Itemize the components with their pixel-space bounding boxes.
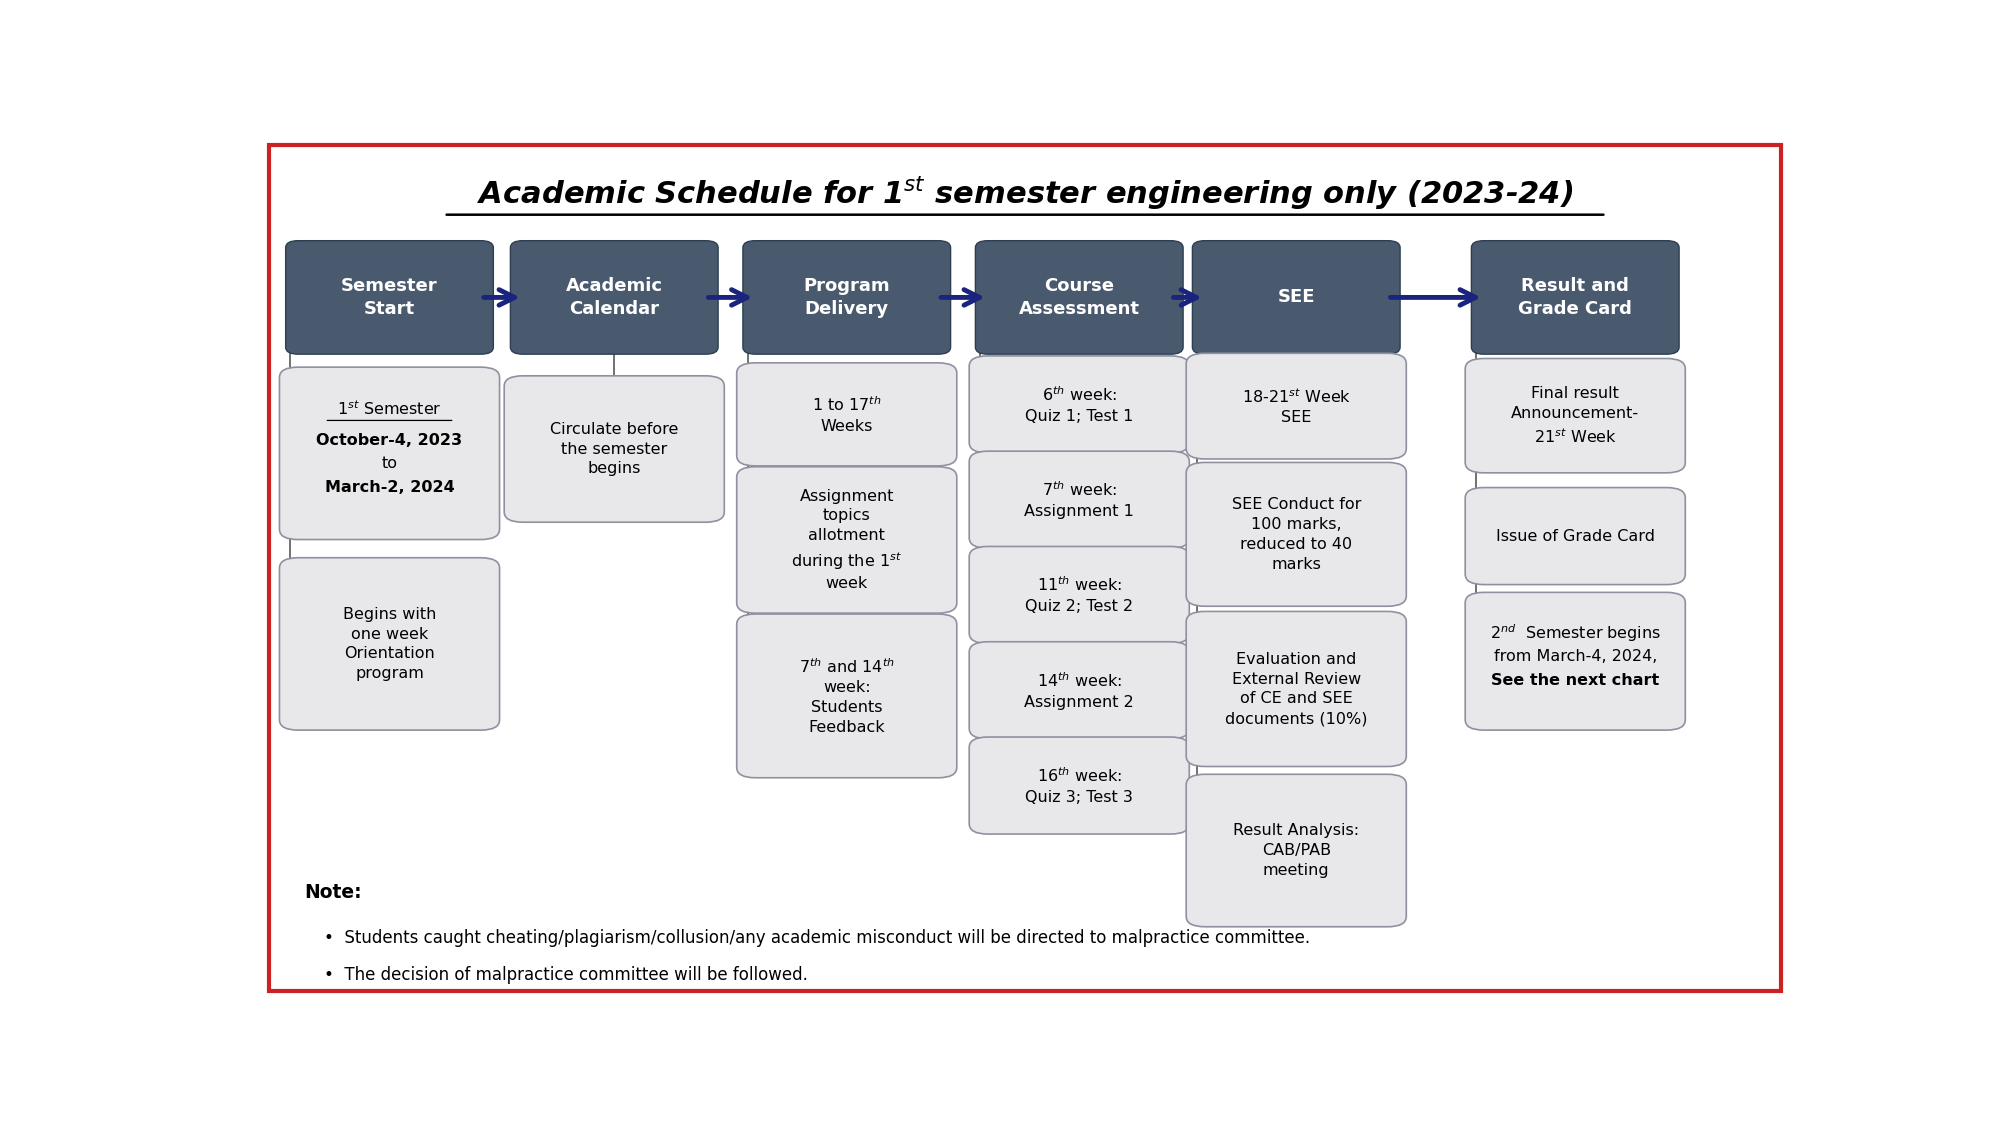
Text: SEE Conduct for
100 marks,
reduced to 40
marks: SEE Conduct for 100 marks, reduced to 40… [1232, 497, 1360, 572]
FancyBboxPatch shape [736, 614, 956, 777]
Text: Note:: Note: [304, 883, 362, 902]
Text: •  Students caught cheating/plagiarism/collusion/any academic misconduct will be: • Students caught cheating/plagiarism/co… [324, 929, 1310, 947]
Text: 7$^{th}$ week:
Assignment 1: 7$^{th}$ week: Assignment 1 [1024, 480, 1134, 519]
Text: 16$^{th}$ week:
Quiz 3; Test 3: 16$^{th}$ week: Quiz 3; Test 3 [1026, 766, 1134, 804]
FancyBboxPatch shape [1186, 353, 1406, 459]
Text: 11$^{th}$ week:
Quiz 2; Test 2: 11$^{th}$ week: Quiz 2; Test 2 [1026, 576, 1134, 614]
Text: to: to [382, 457, 398, 471]
FancyBboxPatch shape [1466, 487, 1686, 585]
Text: Course
Assessment: Course Assessment [1018, 277, 1140, 318]
Text: 18-21$^{st}$ Week
SEE: 18-21$^{st}$ Week SEE [1242, 387, 1350, 425]
Text: 6$^{th}$ week:
Quiz 1; Test 1: 6$^{th}$ week: Quiz 1; Test 1 [1026, 385, 1134, 424]
Text: SEE: SEE [1278, 288, 1316, 306]
FancyBboxPatch shape [280, 558, 500, 730]
Text: Result and
Grade Card: Result and Grade Card [1518, 277, 1632, 318]
FancyBboxPatch shape [504, 376, 724, 522]
Text: 2$^{nd}$  Semester begins: 2$^{nd}$ Semester begins [1490, 622, 1660, 645]
FancyBboxPatch shape [1186, 612, 1406, 766]
FancyBboxPatch shape [976, 241, 1184, 354]
FancyBboxPatch shape [1186, 462, 1406, 606]
FancyBboxPatch shape [286, 241, 494, 354]
FancyBboxPatch shape [510, 241, 718, 354]
Text: Semester
Start: Semester Start [342, 277, 438, 318]
Text: See the next chart: See the next chart [1492, 673, 1660, 687]
Text: from March-4, 2024,: from March-4, 2024, [1494, 648, 1656, 664]
FancyBboxPatch shape [1466, 359, 1686, 472]
FancyBboxPatch shape [1192, 241, 1400, 354]
Text: 14$^{th}$ week:
Assignment 2: 14$^{th}$ week: Assignment 2 [1024, 670, 1134, 710]
FancyBboxPatch shape [970, 737, 1190, 834]
Text: •  The decision of malpractice committee will be followed.: • The decision of malpractice committee … [324, 966, 808, 984]
Text: Academic Schedule for 1$^{st}$ semester engineering only (2023-24): Academic Schedule for 1$^{st}$ semester … [476, 174, 1574, 212]
Text: Final result
Announcement-
21$^{st}$ Week: Final result Announcement- 21$^{st}$ Wee… [1512, 386, 1640, 446]
Text: Academic
Calendar: Academic Calendar [566, 277, 662, 318]
Text: Begins with
one week
Orientation
program: Begins with one week Orientation program [342, 606, 436, 681]
FancyBboxPatch shape [970, 547, 1190, 644]
FancyBboxPatch shape [1466, 593, 1686, 730]
Text: Result Analysis:
CAB/PAB
meeting: Result Analysis: CAB/PAB meeting [1234, 824, 1360, 878]
FancyBboxPatch shape [1472, 241, 1680, 354]
FancyBboxPatch shape [1186, 774, 1406, 927]
Text: 1 to 17$^{th}$
Weeks: 1 to 17$^{th}$ Weeks [812, 395, 882, 433]
FancyBboxPatch shape [742, 241, 950, 354]
Text: October-4, 2023: October-4, 2023 [316, 433, 462, 448]
Text: 7$^{th}$ and 14$^{th}$
week:
Students
Feedback: 7$^{th}$ and 14$^{th}$ week: Students Fe… [798, 657, 894, 735]
FancyBboxPatch shape [970, 451, 1190, 548]
Text: Issue of Grade Card: Issue of Grade Card [1496, 529, 1654, 543]
FancyBboxPatch shape [736, 467, 956, 613]
Text: March-2, 2024: March-2, 2024 [324, 480, 454, 495]
FancyBboxPatch shape [736, 363, 956, 466]
FancyBboxPatch shape [970, 641, 1190, 739]
Text: Program
Delivery: Program Delivery [804, 277, 890, 318]
Text: Circulate before
the semester
begins: Circulate before the semester begins [550, 422, 678, 476]
FancyBboxPatch shape [268, 145, 1782, 991]
Text: Assignment
topics
allotment
during the 1$^{st}$
week: Assignment topics allotment during the 1… [792, 488, 902, 592]
FancyBboxPatch shape [280, 367, 500, 540]
FancyBboxPatch shape [970, 356, 1190, 453]
Text: 1$^{st}$ Semester: 1$^{st}$ Semester [338, 399, 442, 417]
Text: Evaluation and
External Review
of CE and SEE
documents (10%): Evaluation and External Review of CE and… [1224, 651, 1368, 726]
